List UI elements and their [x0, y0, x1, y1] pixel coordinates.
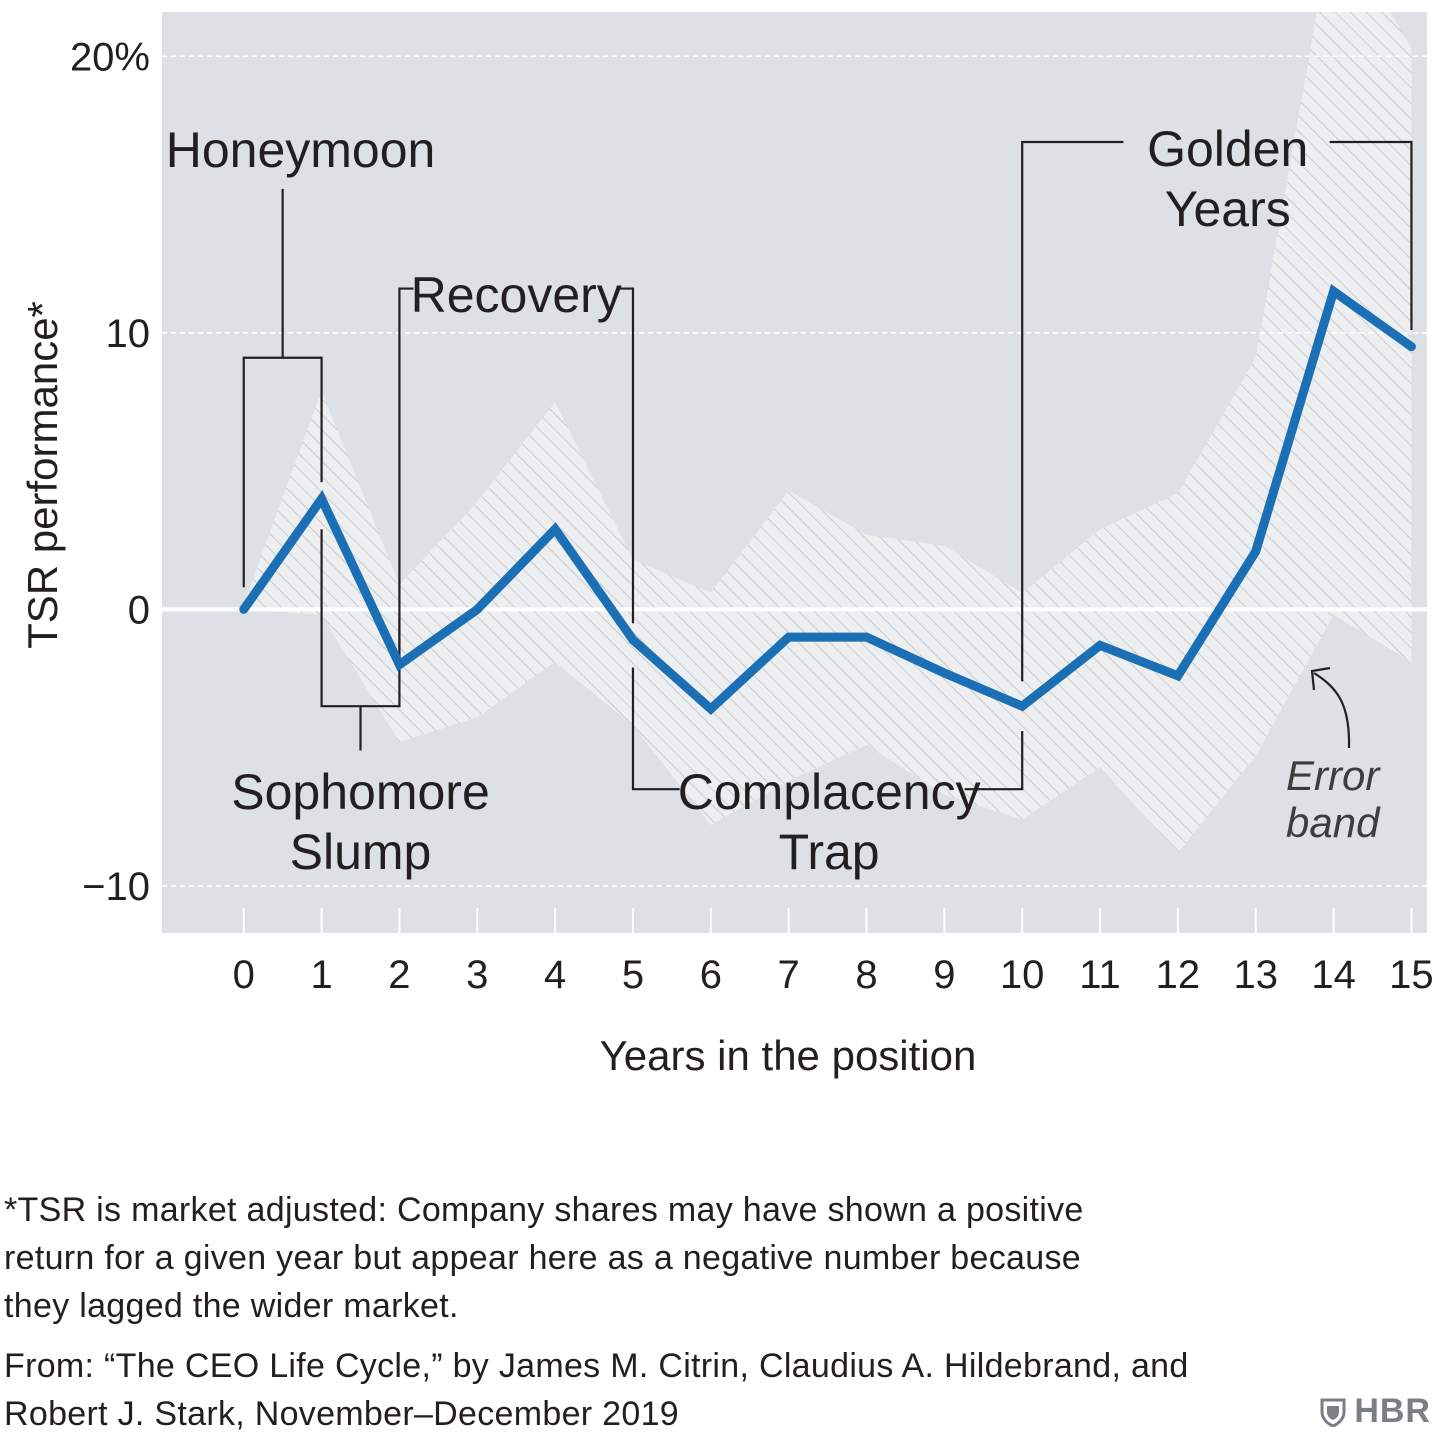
sophomore-label-line: Sophomore	[231, 764, 490, 820]
complacency-label: Complacency Trap	[678, 764, 981, 880]
sophomore-label: Sophomore Slump	[231, 764, 490, 880]
x-tick-label: 9	[933, 953, 955, 997]
recovery-bracket	[398, 287, 414, 649]
complacency-bracket	[631, 667, 680, 791]
y-axis-title: TSR performance*	[19, 301, 66, 649]
x-tick-label: 6	[700, 953, 722, 997]
complacency-bracket	[964, 731, 1024, 791]
x-tick-label: 3	[466, 953, 488, 997]
golden-label-line: Years	[1165, 181, 1291, 237]
shield-icon	[1320, 1398, 1346, 1427]
error-band	[243, 12, 1412, 853]
x-axis-title: Years in the position	[600, 1032, 977, 1079]
honeymoon-label-line: Honeymoon	[166, 122, 436, 178]
x-tick-label: 12	[1156, 953, 1201, 997]
recovery-bracket	[618, 287, 635, 624]
recovery-label: Recovery	[411, 267, 622, 323]
y-tick-label: 0	[128, 588, 150, 632]
y-tick-label: 10	[106, 312, 151, 356]
x-tick-label: 10	[1000, 953, 1045, 997]
honeymoon-label: Honeymoon	[166, 122, 436, 178]
x-tick-label: 2	[388, 953, 410, 997]
y-tick-label: −10	[82, 865, 150, 909]
x-tick-label: 5	[622, 953, 644, 997]
sophomore-label-line: Slump	[290, 824, 432, 880]
error-band-arrowhead	[1310, 666, 1331, 691]
recovery-label-line: Recovery	[411, 267, 622, 323]
x-tick-label: 8	[855, 953, 877, 997]
hbr-wordmark: HBR	[1354, 1392, 1431, 1430]
x-tick-label: 4	[544, 953, 566, 997]
error-band-label: Error band	[1286, 752, 1381, 846]
golden-bracket	[1021, 140, 1124, 682]
error-band-callout: Error band	[1286, 666, 1381, 846]
source-credit: From: “The CEO Life Cycle,” by James M. …	[4, 1347, 1189, 1433]
golden-label-line: Golden	[1147, 121, 1308, 177]
golden-label: Golden Years	[1147, 121, 1308, 237]
x-tick-label: 14	[1311, 953, 1356, 997]
x-tick-label: 7	[778, 953, 800, 997]
chart: Honeymoon Sophomore Slump Recovery Complacen…	[19, 12, 1434, 1079]
honeymoon-bracket	[242, 356, 323, 588]
footnote: *TSR is market adjusted: Company shares …	[4, 1191, 1084, 1325]
y-tick-label: 20%	[70, 35, 150, 79]
error-band-line-2: band	[1286, 799, 1381, 846]
x-tick-label: 11	[1079, 953, 1121, 997]
x-tick-label: 13	[1233, 953, 1278, 997]
error-band-arrow	[1313, 672, 1351, 749]
complacency-label-line: Trap	[779, 824, 880, 880]
x-tick-label: 15	[1389, 953, 1434, 997]
complacency-label-line: Complacency	[678, 764, 981, 820]
hbr-logo: HBR	[1320, 1392, 1431, 1431]
golden-bracket	[1329, 140, 1413, 331]
x-tick-label: 1	[310, 953, 332, 997]
error-band-line-1: Error	[1286, 752, 1381, 799]
x-tick-label: 0	[233, 953, 255, 997]
tsr-line	[239, 284, 1416, 716]
